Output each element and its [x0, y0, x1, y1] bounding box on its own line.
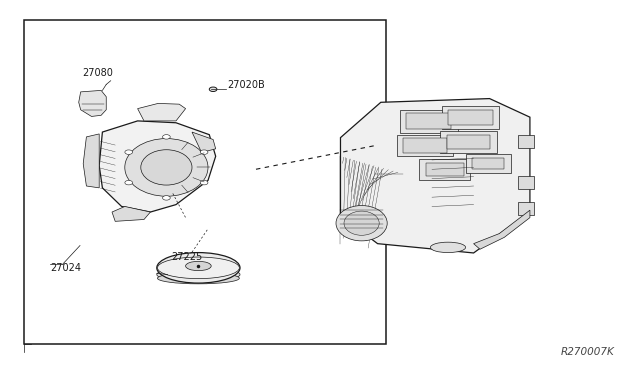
Bar: [419, 159, 470, 180]
Polygon shape: [474, 210, 530, 249]
Bar: [466, 154, 511, 173]
Circle shape: [200, 180, 208, 185]
Ellipse shape: [157, 267, 240, 282]
Ellipse shape: [125, 138, 208, 196]
Bar: [442, 106, 499, 129]
Text: 27020B: 27020B: [227, 80, 265, 90]
Text: 27225: 27225: [172, 252, 203, 262]
Ellipse shape: [431, 242, 466, 253]
Bar: [518, 135, 534, 148]
Circle shape: [209, 87, 217, 92]
Ellipse shape: [157, 253, 240, 283]
Ellipse shape: [336, 205, 387, 241]
Ellipse shape: [186, 261, 211, 270]
Bar: [448, 110, 493, 125]
Circle shape: [163, 196, 170, 200]
Bar: [426, 163, 464, 176]
Polygon shape: [83, 134, 99, 188]
Polygon shape: [79, 90, 106, 116]
Bar: [397, 135, 453, 156]
Circle shape: [200, 150, 208, 154]
Bar: [447, 135, 490, 149]
Bar: [518, 202, 534, 215]
Polygon shape: [192, 132, 216, 153]
Text: 27024: 27024: [50, 263, 81, 273]
Ellipse shape: [157, 257, 239, 279]
Bar: [518, 176, 534, 189]
Bar: [403, 138, 447, 153]
Bar: [400, 110, 458, 133]
Polygon shape: [112, 206, 150, 221]
Polygon shape: [340, 99, 530, 253]
Circle shape: [125, 180, 132, 185]
Circle shape: [125, 150, 132, 154]
Bar: [440, 131, 497, 153]
Polygon shape: [99, 121, 216, 212]
Bar: [472, 158, 504, 169]
Ellipse shape: [141, 150, 192, 185]
Bar: [406, 113, 451, 129]
Ellipse shape: [157, 273, 239, 284]
Text: 27080: 27080: [82, 68, 113, 77]
Polygon shape: [138, 103, 186, 121]
Ellipse shape: [344, 211, 380, 235]
Bar: [24, 20, 386, 344]
Text: R270007K: R270007K: [561, 347, 614, 357]
Circle shape: [163, 135, 170, 139]
